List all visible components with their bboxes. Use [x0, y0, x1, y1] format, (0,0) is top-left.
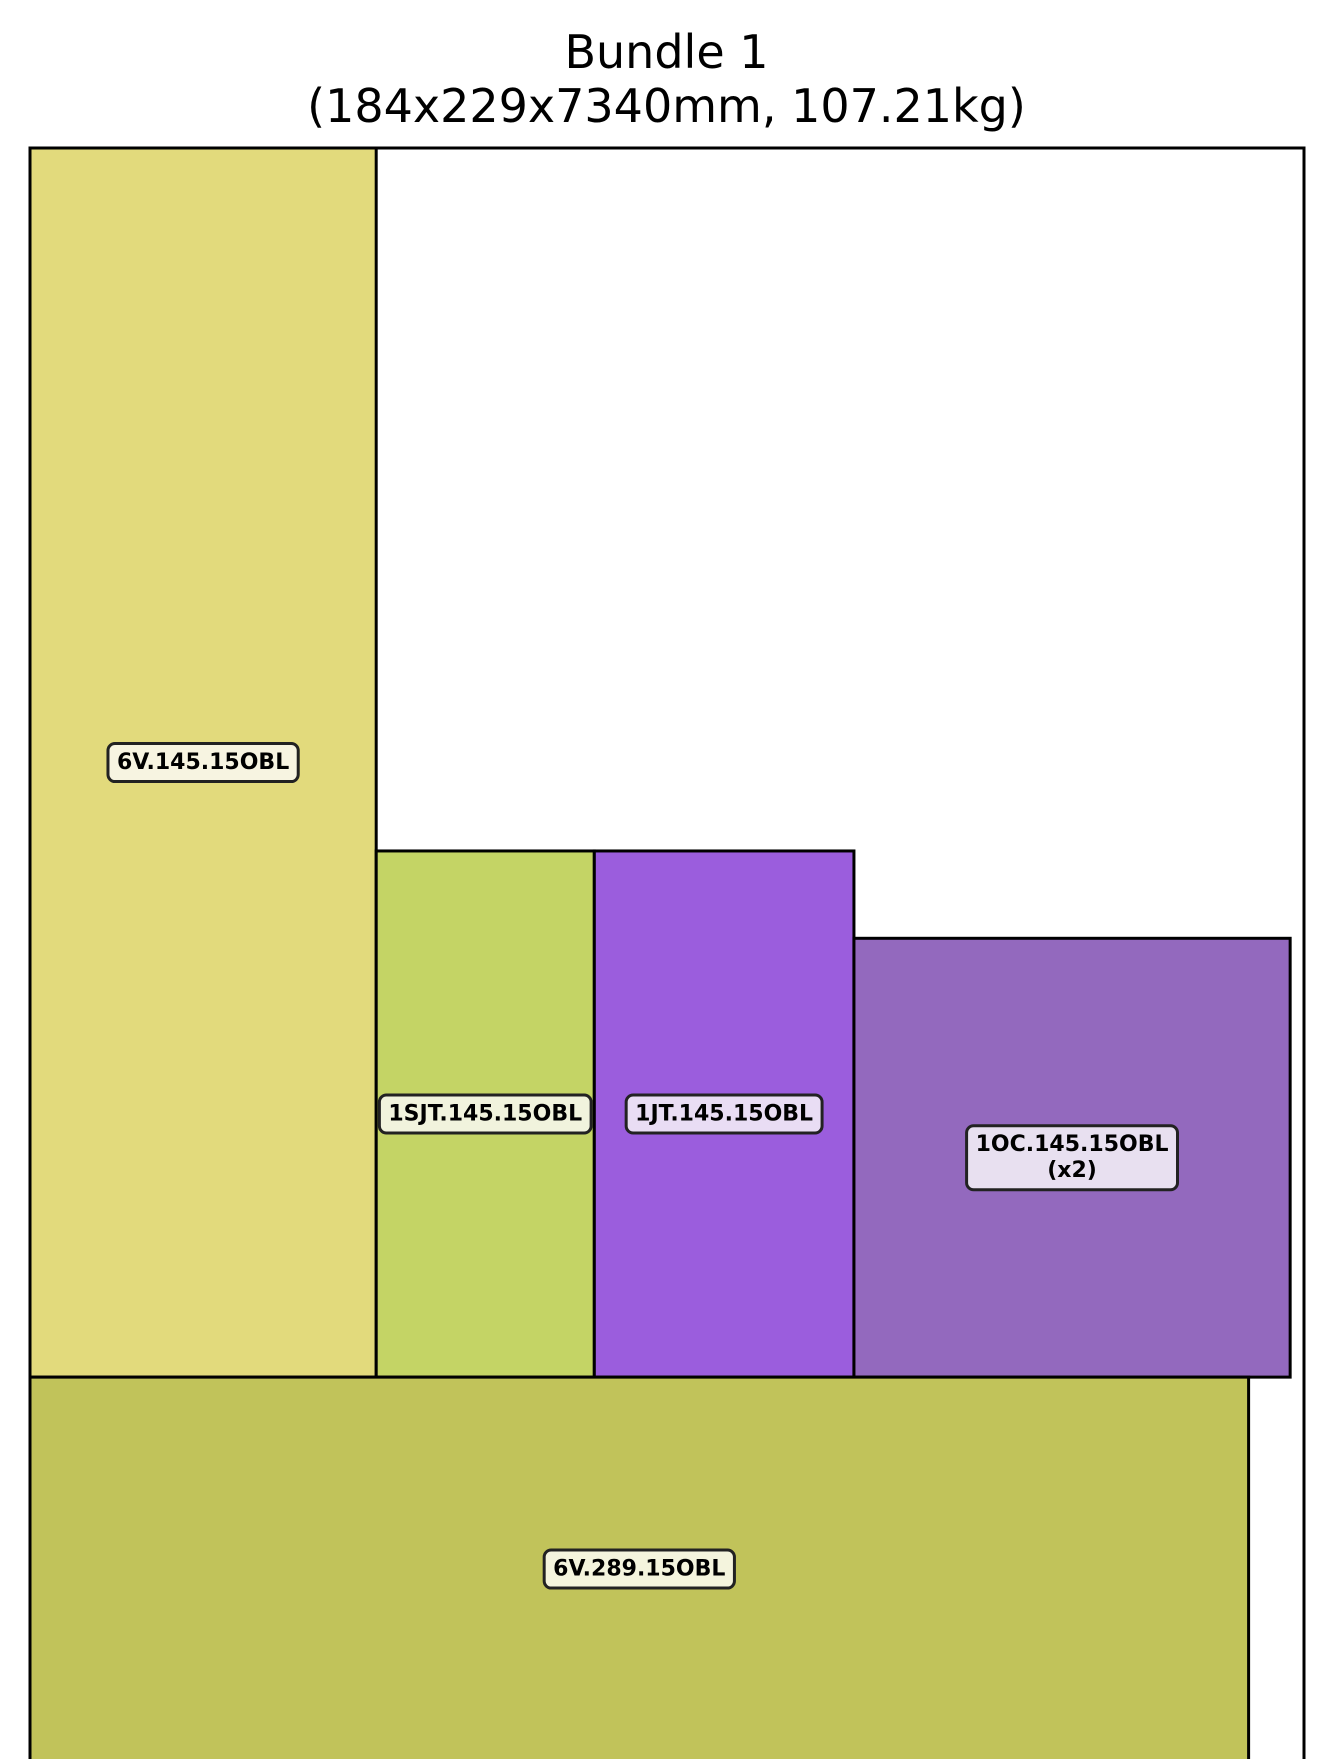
bundle-outline-border — [28, 146, 1306, 1759]
part-name: 1SJT.145.15OBL — [388, 1102, 582, 1127]
part-name: 1OC.145.15OBL — [976, 1132, 1169, 1157]
label-box — [377, 1093, 593, 1135]
diagram-subtitle: (184x229x7340mm, 107.21kg) — [307, 79, 1026, 133]
part-label-6v-289-15obl: 6V.289.15OBL — [542, 1548, 736, 1590]
part-label-6v-145-15obl: 6V.145.15OBL — [106, 742, 300, 784]
part-name: 6V.289.15OBL — [553, 1557, 725, 1582]
part-label-1jt-145-15obl: 1JT.145.15OBL — [624, 1093, 824, 1135]
label-box — [106, 742, 300, 784]
part-quantity: (x2) — [1047, 1158, 1097, 1183]
label-box — [624, 1093, 824, 1135]
part-name: 1JT.145.15OBL — [635, 1102, 813, 1127]
part-label-1oc-145-15obl: 1OC.145.15OBL(x2) — [965, 1124, 1180, 1192]
labels-layer: 6V.145.15OBL 1SJT.145.15OBL 1JT.145.15OBL 1… — [106, 742, 1180, 1590]
part-label-1sjt-145-15obl: 1SJT.145.15OBL — [377, 1093, 593, 1135]
label-box — [965, 1124, 1180, 1192]
label-box — [542, 1548, 736, 1590]
diagram-title: Bundle 1 — [564, 25, 769, 79]
part-name: 6V.145.15OBL — [117, 750, 289, 775]
